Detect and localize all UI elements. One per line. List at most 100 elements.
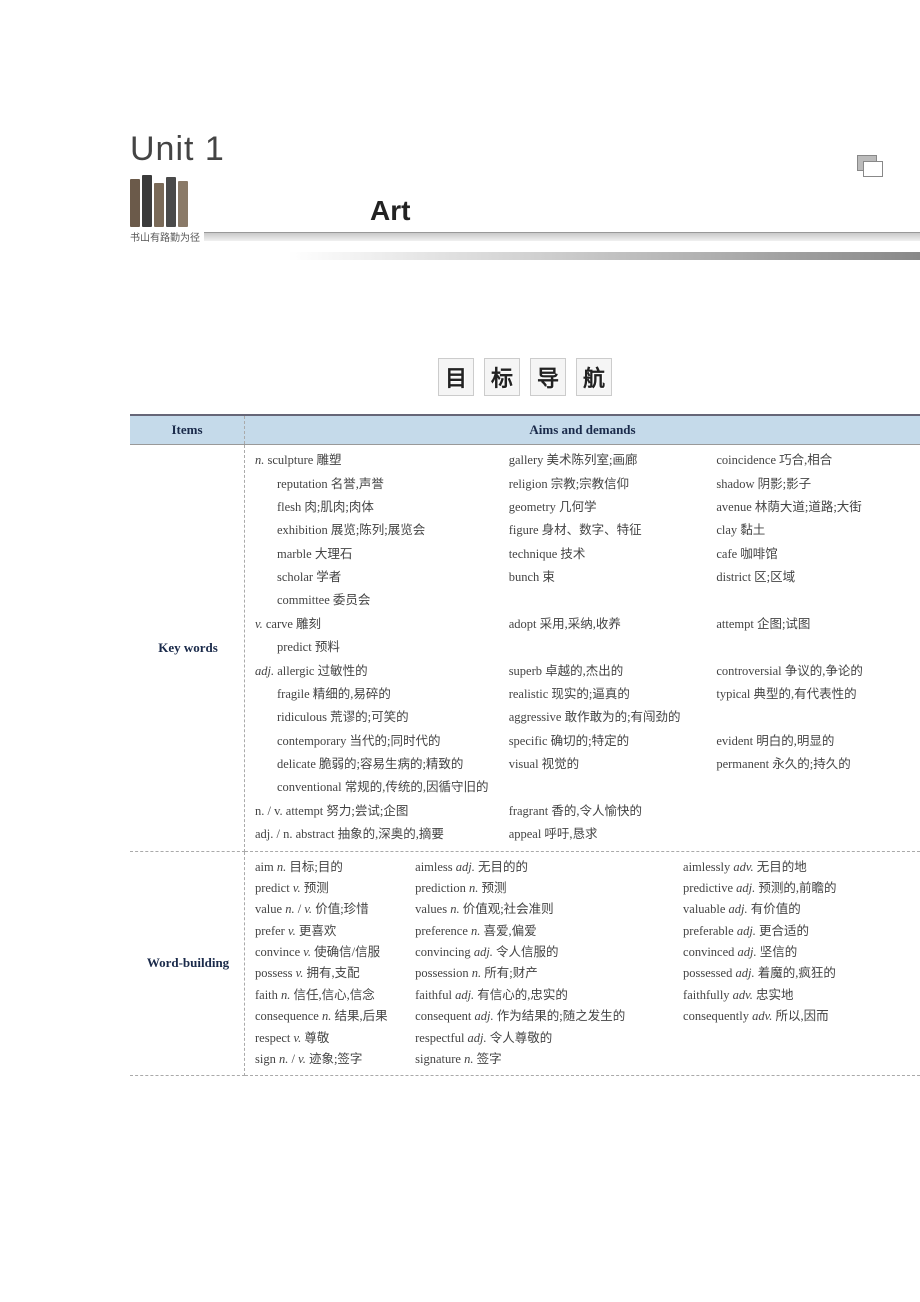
vocab: attempt 企图;试图 (716, 615, 912, 634)
vocab: aim n. 目标;目的 (255, 858, 403, 877)
vocab: gallery 美术陈列室;画廊 (509, 451, 705, 470)
vocab: faithful adj. 有信心的,忠实的 (415, 986, 671, 1005)
vocab: signature n. 签字 (415, 1050, 671, 1069)
vocab: marble 大理石 (255, 545, 497, 564)
vocab: realistic 现实的;逼真的 (509, 685, 705, 704)
vocab: reputation 名誉,声誉 (255, 475, 497, 494)
vocab (716, 708, 912, 727)
vocab: religion 宗教;宗教信仰 (509, 475, 705, 494)
key-words-cell: n. sculpture 雕塑 gallery 美术陈列室;画廊 coincid… (245, 445, 920, 851)
vocab: evident 明白的,明显的 (716, 732, 912, 751)
vocab: aimlessly adv. 无目的地 (683, 858, 912, 877)
gradient-rule (130, 252, 920, 260)
vocab: shadow 阴影;影子 (716, 475, 912, 494)
vocab: prefer v. 更喜欢 (255, 922, 403, 941)
pos-marker-v: v. (255, 617, 263, 631)
vocab: respect v. 尊敬 (255, 1029, 403, 1048)
vocab: prediction n. 预测 (415, 879, 671, 898)
vocab: technique 技术 (509, 545, 705, 564)
col-aims: Aims and demands (245, 415, 920, 445)
vocab: values n. 价值观;社会准则 (415, 900, 671, 919)
vocab: appeal 呼吁,恳求 (509, 825, 705, 844)
page-copy-icon (857, 155, 885, 177)
vocab: district 区;区域 (716, 568, 912, 587)
vocab: respectful adj. 令人尊敬的 (415, 1029, 671, 1048)
vocab: geometry 几何学 (509, 498, 705, 517)
vocab: sign n. / v. 迹象;签字 (255, 1050, 403, 1069)
section-heading-char: 导 (530, 358, 566, 396)
table-row: Key words n. sculpture 雕塑 gallery 美术陈列室;… (130, 445, 920, 851)
vocab: sculpture 雕塑 (268, 453, 342, 467)
vocab: possessed adj. 着魔的,疯狂的 (683, 964, 912, 983)
vocab: consequently adv. 所以,因而 (683, 1007, 912, 1026)
vocab: committee 委员会 (255, 591, 497, 610)
vocab: visual 视觉的 (509, 755, 705, 774)
vocab: consequent adj. 作为结果的;随之发生的 (415, 1007, 671, 1026)
vocab: figure 身材、数字、特征 (509, 521, 705, 540)
vocab: adj. / n. abstract 抽象的,深奥的,摘要 (255, 827, 444, 841)
vocab: carve 雕刻 (266, 617, 321, 631)
vocab: permanent 永久的;持久的 (716, 755, 912, 774)
col-items: Items (130, 415, 245, 445)
vocab: value n. / v. 价值;珍惜 (255, 900, 403, 919)
vocab: predict 预料 (255, 638, 912, 657)
vocab: valuable adj. 有价值的 (683, 900, 912, 919)
section-heading-char: 标 (484, 358, 520, 396)
vocab: allergic 过敏性的 (277, 664, 367, 678)
section-heading-char: 航 (576, 358, 612, 396)
table-row: Word-building aim n. 目标;目的 aimless adj. 无… (130, 851, 920, 1076)
vocab (509, 591, 705, 610)
vocab: controversial 争议的,争论的 (716, 662, 912, 681)
unit-heading: Unit 1 (130, 130, 920, 169)
vocab: contemporary 当代的;同时代的 (255, 732, 497, 751)
vocab (716, 825, 912, 844)
vocab: aggressive 敢作敢为的;有闯劲的 (509, 708, 705, 727)
vocab: coincidence 巧合,相合 (716, 451, 912, 470)
vocab: ridiculous 荒谬的;可笑的 (255, 708, 497, 727)
vocab: predict v. 预测 (255, 879, 403, 898)
vocab: possess v. 拥有,支配 (255, 964, 403, 983)
vocab (683, 1050, 912, 1069)
caption-bar (204, 232, 920, 241)
vocab: predictive adj. 预测的,前瞻的 (683, 879, 912, 898)
vocab: superb 卓越的,杰出的 (509, 662, 705, 681)
vocab (716, 591, 912, 610)
word-building-cell: aim n. 目标;目的 aimless adj. 无目的的 aimlessly a… (245, 851, 920, 1076)
vocab: adopt 采用,采纳,收养 (509, 615, 705, 634)
pos-marker-adj: adj. (255, 664, 274, 678)
pos-marker-n: n. (255, 453, 264, 467)
vocab: cafe 咖啡馆 (716, 545, 912, 564)
vocab: faithfully adv. 忠实地 (683, 986, 912, 1005)
books-icon (130, 167, 200, 227)
vocab: preference n. 喜爱,偏爱 (415, 922, 671, 941)
vocab: exhibition 展览;陈列;展览会 (255, 521, 497, 540)
vocab: scholar 学者 (255, 568, 497, 587)
vocab: clay 黏土 (716, 521, 912, 540)
row-label-key-words: Key words (130, 445, 245, 851)
caption-row: 书山有路勤为径 (130, 229, 920, 244)
vocab: faith n. 信任,信心,信念 (255, 986, 403, 1005)
aims-table: Items Aims and demands Key words n. scul… (130, 414, 920, 1076)
vocab: n. / v. attempt 努力;尝试;企图 (255, 804, 408, 818)
books-caption: 书山有路勤为径 (130, 229, 200, 244)
vocab: possession n. 所有;财产 (415, 964, 671, 983)
vocab: specific 确切的;特定的 (509, 732, 705, 751)
vocab: conventional 常规的,传统的,因循守旧的 (255, 778, 912, 797)
vocab (683, 1029, 912, 1048)
vocab: convincing adj. 令人信服的 (415, 943, 671, 962)
vocab: convinced adj. 坚信的 (683, 943, 912, 962)
vocab: fragrant 香的,令人愉快的 (509, 802, 705, 821)
vocab: convince v. 使确信/信服 (255, 943, 403, 962)
vocab: bunch 束 (509, 568, 705, 587)
vocab: consequence n. 结果,后果 (255, 1007, 403, 1026)
section-heading-char: 目 (438, 358, 474, 396)
vocab: flesh 肉;肌肉;肉体 (255, 498, 497, 517)
vocab: aimless adj. 无目的的 (415, 858, 671, 877)
section-heading: 目 标 导 航 (130, 358, 920, 396)
vocab: typical 典型的,有代表性的 (716, 685, 912, 704)
row-label-word-building: Word-building (130, 851, 245, 1076)
vocab: fragile 精细的,易碎的 (255, 685, 497, 704)
page-title: Art (200, 195, 410, 227)
vocab: avenue 林荫大道;道路;大街 (716, 498, 912, 517)
vocab: delicate 脆弱的;容易生病的;精致的 (255, 755, 497, 774)
